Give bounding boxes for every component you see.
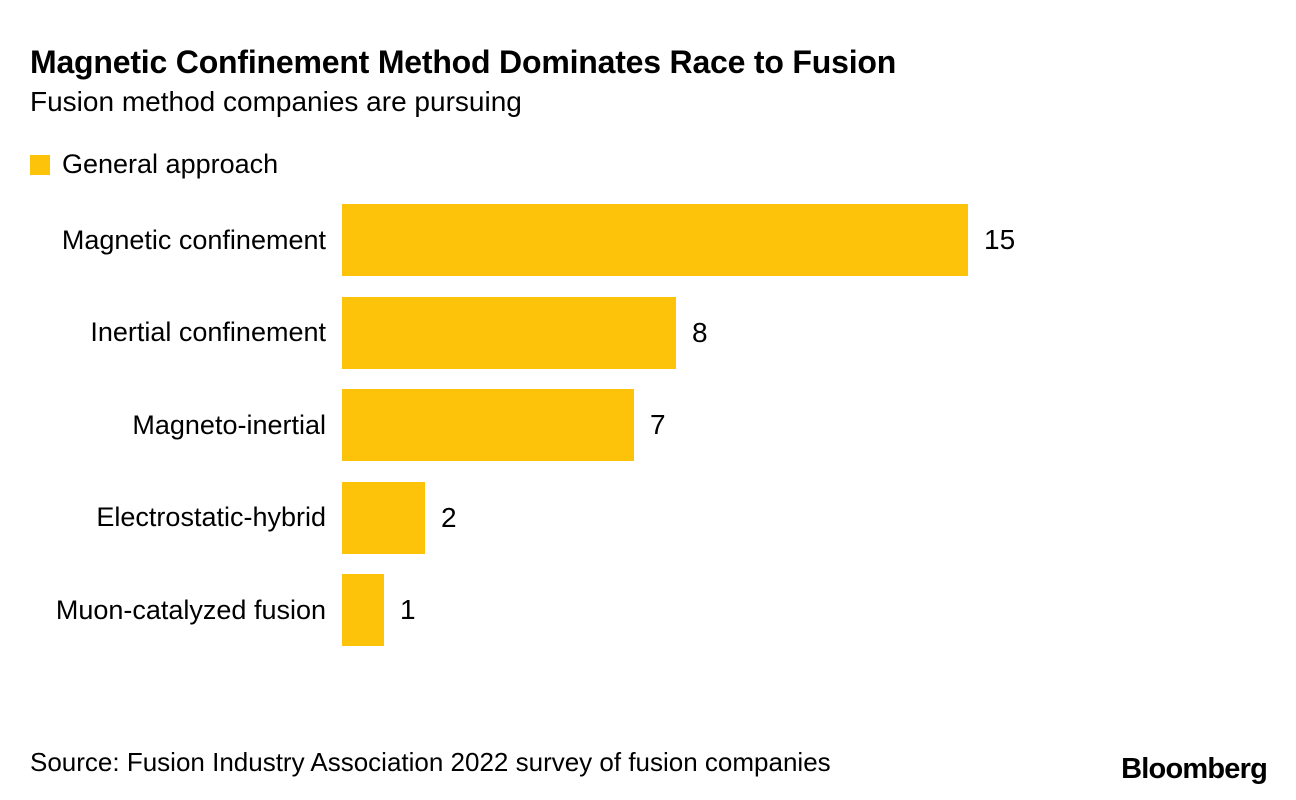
bar-category-label: Electrostatic-hybrid: [96, 502, 326, 532]
bar-value-label: 1: [400, 594, 416, 625]
bar-value-label: 15: [984, 224, 1016, 255]
bar-category-label: Magnetic confinement: [61, 224, 326, 255]
bloomberg-logo: Bloomberg: [1121, 753, 1268, 785]
bar-row: Magneto-inertial 7: [0, 389, 1296, 461]
chart-subtitle: Fusion method companies are pursuing: [30, 86, 522, 117]
bar: [342, 481, 425, 554]
bar-value-label: 8: [692, 316, 708, 348]
bar: [342, 204, 968, 276]
source-attribution: Source: Fusion Industry Association 2022…: [30, 747, 831, 777]
bar-category-label: Inertial confinement: [90, 317, 326, 347]
bar: [342, 574, 384, 646]
chart-title: Magnetic Confinement Method Dominates Ra…: [30, 44, 897, 80]
legend-label: General approach: [62, 148, 279, 179]
bar-row: Electrostatic-hybrid 2: [0, 481, 1296, 554]
bar: [342, 389, 634, 461]
bar-category-label: Magneto-inertial: [132, 409, 326, 440]
bar-category-label: Muon-catalyzed fusion: [55, 594, 326, 625]
bar: [342, 296, 676, 369]
legend: General approach: [30, 148, 279, 179]
bar-value-label: 7: [650, 409, 666, 440]
bar-row: Magnetic confinement 15: [0, 204, 1296, 276]
bar-row: Muon-catalyzed fusion 1: [0, 574, 1296, 646]
bar-row: Inertial confinement 8: [0, 296, 1296, 369]
legend-swatch-icon: [30, 155, 50, 175]
bar-value-label: 2: [441, 501, 457, 533]
